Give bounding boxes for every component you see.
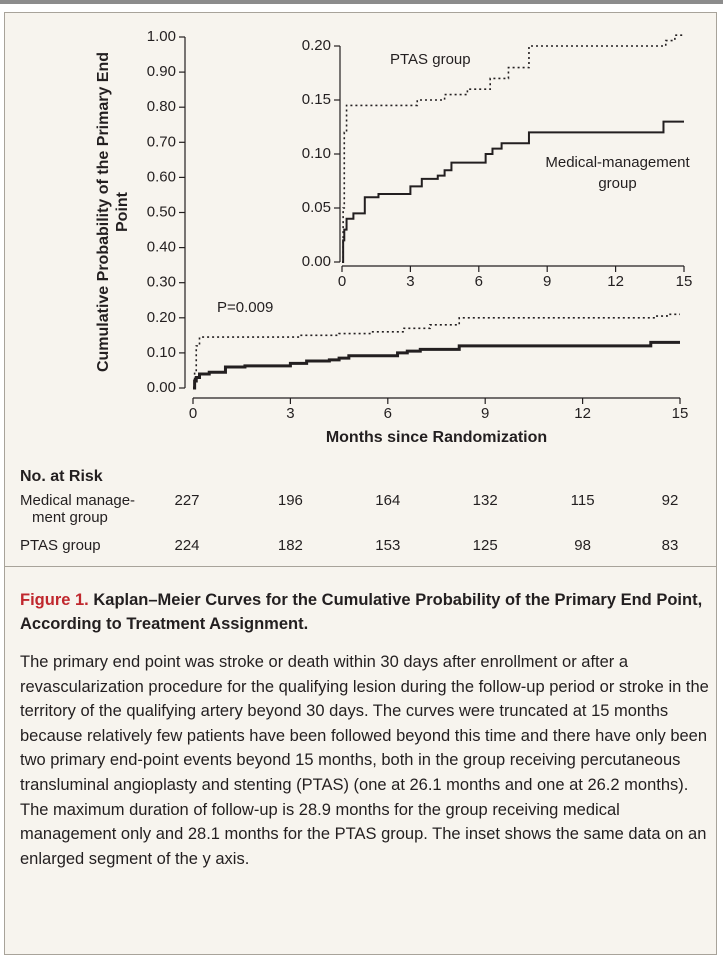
- figure-title: Kaplan–Meier Curves for the Cumulative P…: [20, 591, 703, 633]
- series-label: PTAS group: [390, 51, 471, 68]
- caption-heading: Figure 1. Kaplan–Meier Curves for the Cu…: [20, 588, 705, 636]
- series-label-text: Medical-management group: [545, 154, 690, 192]
- km-curve: [193, 340, 680, 390]
- x-tick-label: 9: [543, 273, 551, 290]
- series-label: Medical-management group: [545, 154, 690, 192]
- x-tick-label: 15: [676, 273, 693, 290]
- y-tick-label: 0.10: [302, 145, 331, 162]
- risk-count: 196: [277, 492, 303, 509]
- km-curve: [342, 34, 684, 263]
- risk-count: 92: [661, 492, 679, 509]
- x-axis-label: Months since Randomization: [325, 429, 548, 446]
- y-tick-label: 0.10: [147, 344, 176, 361]
- x-tick-label: 6: [384, 405, 392, 422]
- y-tick-label: 0.00: [302, 253, 331, 270]
- top-rule: [0, 0, 723, 4]
- y-tick-label: 0.90: [147, 63, 176, 80]
- y-tick-label: 0.15: [302, 91, 331, 108]
- annotation: P=0.009: [217, 299, 273, 316]
- chart: 0.00 0.10 0.20 0.30 0.40 0.50 0.60 0.70 0.80 0.90…: [147, 28, 693, 422]
- risk-table-title: No. at Risk: [20, 468, 103, 485]
- y-tick-label: 0.00: [147, 379, 176, 396]
- risk-count: 182: [277, 537, 303, 554]
- risk-count: 132: [472, 492, 498, 509]
- x-tick-label: 15: [672, 405, 689, 422]
- y-tick-label: 0.50: [147, 203, 176, 220]
- risk-row-label: PTAS group: [20, 537, 101, 554]
- km-curve: [193, 313, 680, 389]
- risk-row-label: Medical manage-ment group: [20, 492, 136, 526]
- figure-label: Figure 1.: [20, 591, 89, 609]
- risk-count: 115: [570, 492, 595, 509]
- caption-text: The primary end point was stroke or deat…: [20, 653, 709, 868]
- y-tick-label: 0.60: [147, 168, 176, 185]
- x-tick-label: 3: [406, 273, 414, 290]
- risk-count: 83: [661, 537, 679, 554]
- x-tick-label: 0: [338, 273, 346, 290]
- risk-count: 227: [174, 492, 200, 509]
- risk-count: 224: [174, 537, 200, 554]
- risk-count: 125: [472, 537, 498, 554]
- y-axis-label: Cumulative Probability of the Primary En…: [95, 51, 131, 373]
- x-tick-label: 12: [607, 273, 624, 290]
- x-tick-label: 9: [481, 405, 489, 422]
- x-tick-label: 3: [286, 405, 294, 422]
- y-tick-label: 0.20: [302, 37, 331, 54]
- risk-count: 164: [375, 492, 401, 509]
- y-tick-label: 0.05: [302, 199, 331, 216]
- km-curve: [342, 120, 684, 263]
- x-tick-label: 0: [189, 405, 197, 422]
- y-tick-label: 0.40: [147, 239, 176, 256]
- y-tick-label: 0.30: [147, 274, 176, 291]
- risk-count: 98: [574, 537, 591, 554]
- x-tick-label: 6: [475, 273, 483, 290]
- y-tick-label: 0.70: [147, 133, 176, 150]
- y-tick-label: 0.80: [147, 98, 176, 115]
- figure-frame: [4, 12, 717, 955]
- divider: [4, 566, 717, 567]
- y-tick-label: 0.20: [147, 309, 176, 326]
- risk-count: 153: [375, 537, 401, 554]
- x-tick-label: 12: [574, 405, 591, 422]
- y-tick-label: 1.00: [147, 28, 176, 45]
